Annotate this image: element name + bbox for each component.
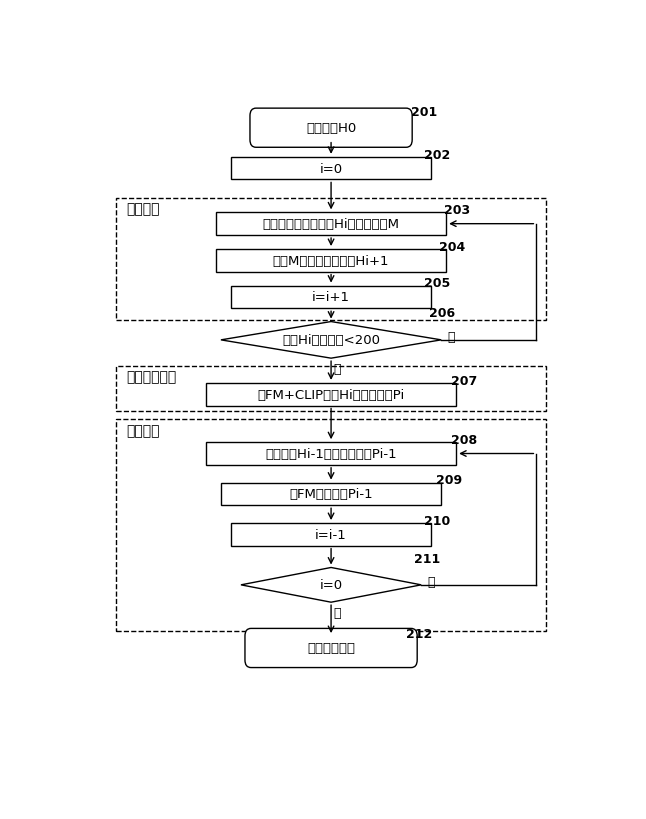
Text: i=i+1: i=i+1: [312, 291, 350, 304]
Text: 205: 205: [424, 277, 450, 290]
Text: 细化阶段: 细化阶段: [126, 423, 160, 437]
Bar: [206, 383, 456, 406]
Bar: [231, 157, 432, 180]
Text: 用重边粗化方法构造Hi的顶点匹配M: 用重边粗化方法构造Hi的顶点匹配M: [262, 218, 400, 231]
Text: 输入超图H0: 输入超图H0: [306, 122, 356, 135]
Text: 207: 207: [451, 374, 477, 387]
Text: 208: 208: [451, 433, 477, 446]
Bar: [216, 213, 446, 236]
Text: 根据M，构造新的超图Hi+1: 根据M，构造新的超图Hi+1: [273, 255, 390, 268]
Bar: [116, 366, 547, 412]
Bar: [116, 420, 547, 631]
Text: 映射得到Hi-1得的初始划分Pi-1: 映射得到Hi-1得的初始划分Pi-1: [266, 447, 397, 460]
Text: 210: 210: [424, 514, 450, 527]
Text: i=0: i=0: [320, 162, 342, 175]
Bar: [116, 199, 547, 320]
Text: 209: 209: [436, 473, 463, 486]
Text: 用FM+CLIP得到Hi的初始划分Pi: 用FM+CLIP得到Hi的初始划分Pi: [258, 388, 404, 401]
FancyBboxPatch shape: [245, 629, 417, 667]
FancyBboxPatch shape: [250, 109, 412, 148]
Text: i=i-1: i=i-1: [315, 528, 347, 541]
Text: 206: 206: [429, 306, 455, 319]
Bar: [216, 250, 446, 273]
Text: 超图Hi的顶点数<200: 超图Hi的顶点数<200: [282, 334, 380, 347]
Text: 粗化阶段: 粗化阶段: [126, 202, 160, 216]
Text: 202: 202: [424, 148, 450, 161]
Text: 212: 212: [406, 627, 432, 640]
Text: 否: 否: [447, 331, 455, 344]
Bar: [221, 483, 441, 505]
Text: 201: 201: [411, 106, 437, 119]
Bar: [206, 442, 456, 465]
Text: 是: 是: [333, 363, 341, 375]
Text: 是: 是: [333, 606, 341, 619]
Bar: [231, 286, 432, 309]
Polygon shape: [221, 322, 441, 359]
Text: 用FM方法改进Pi-1: 用FM方法改进Pi-1: [289, 488, 373, 500]
Text: 211: 211: [413, 552, 440, 565]
Text: 否: 否: [427, 576, 435, 589]
Text: 204: 204: [439, 241, 465, 253]
Text: i=0: i=0: [320, 579, 342, 591]
Text: 203: 203: [444, 204, 470, 217]
Polygon shape: [241, 568, 421, 603]
Bar: [231, 523, 432, 546]
Text: 输出划分结果: 输出划分结果: [307, 642, 355, 654]
Text: 初始划分阶段: 初始划分阶段: [126, 369, 176, 383]
